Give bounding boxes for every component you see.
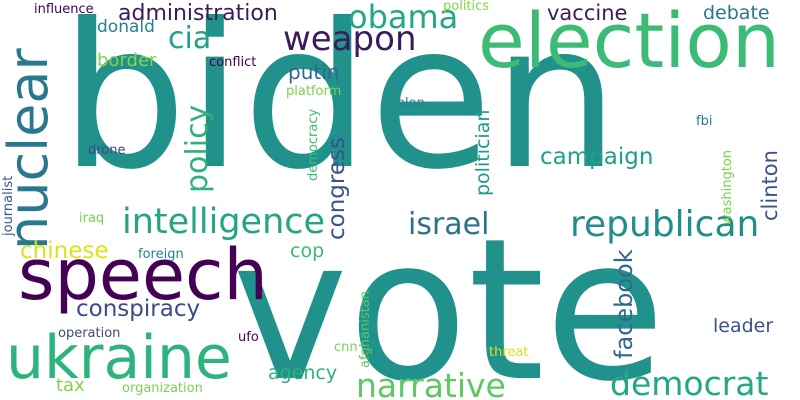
word-threat: threat: [489, 345, 529, 360]
word-tax: tax: [56, 375, 85, 396]
word-vote: vote: [232, 197, 666, 400]
word-journalist: journalist: [1, 175, 16, 236]
word-ufo: ufo: [238, 330, 259, 345]
word-election: election: [478, 0, 780, 85]
word-putin: putin: [288, 60, 340, 84]
word-conflict: conflict: [209, 55, 257, 70]
word-washington: washington: [720, 149, 735, 225]
word-chinese: chinese: [20, 238, 109, 264]
word-border: border: [97, 50, 157, 71]
word-conspiracy: conspiracy: [76, 296, 201, 322]
word-agency: agency: [268, 362, 338, 384]
word-cia: cia: [168, 21, 212, 56]
word-politics: politics: [443, 0, 490, 14]
word-biden: biden: [60, 0, 620, 214]
word-influence: influence: [34, 2, 94, 17]
word-fbi: fbi: [696, 114, 713, 129]
word-elon: elon: [397, 96, 425, 111]
word-vaccine: vaccine: [547, 1, 628, 25]
word-afghanistan: afghanistan: [358, 291, 373, 368]
word-iraq: iraq: [79, 211, 105, 226]
word-donald: donald: [97, 17, 155, 37]
word-israel: israel: [408, 207, 490, 242]
word-platform: platform: [286, 84, 342, 99]
word-ukraine: ukraine: [6, 323, 232, 393]
word-organization: organization: [122, 381, 203, 396]
word-administration: administration: [118, 1, 278, 26]
word-facebook: facebook: [610, 249, 638, 359]
word-leader: leader: [713, 315, 774, 337]
word-speech: speech: [18, 234, 268, 316]
word-congress: congress: [324, 137, 350, 240]
word-cnn: cnn: [334, 340, 358, 355]
word-weapon: weapon: [283, 19, 417, 59]
word-operation: operation: [58, 326, 121, 341]
word-republican: republican: [570, 204, 760, 245]
word-democracy: democracy: [306, 108, 321, 181]
word-narrative: narrative: [356, 366, 506, 400]
word-intelligence: intelligence: [122, 202, 326, 242]
word-policy: policy: [180, 104, 215, 193]
word-campaign: campaign: [540, 144, 654, 170]
word-democrat: democrat: [610, 364, 769, 400]
word-foreign: foreign: [138, 247, 184, 262]
word-obama: obama: [348, 0, 459, 36]
word-debate: debate: [703, 2, 770, 24]
word-drone: drone: [88, 143, 126, 158]
word-clinton: clinton: [758, 150, 782, 221]
word-cop: cop: [290, 240, 325, 262]
word-politician: politician: [472, 109, 494, 196]
